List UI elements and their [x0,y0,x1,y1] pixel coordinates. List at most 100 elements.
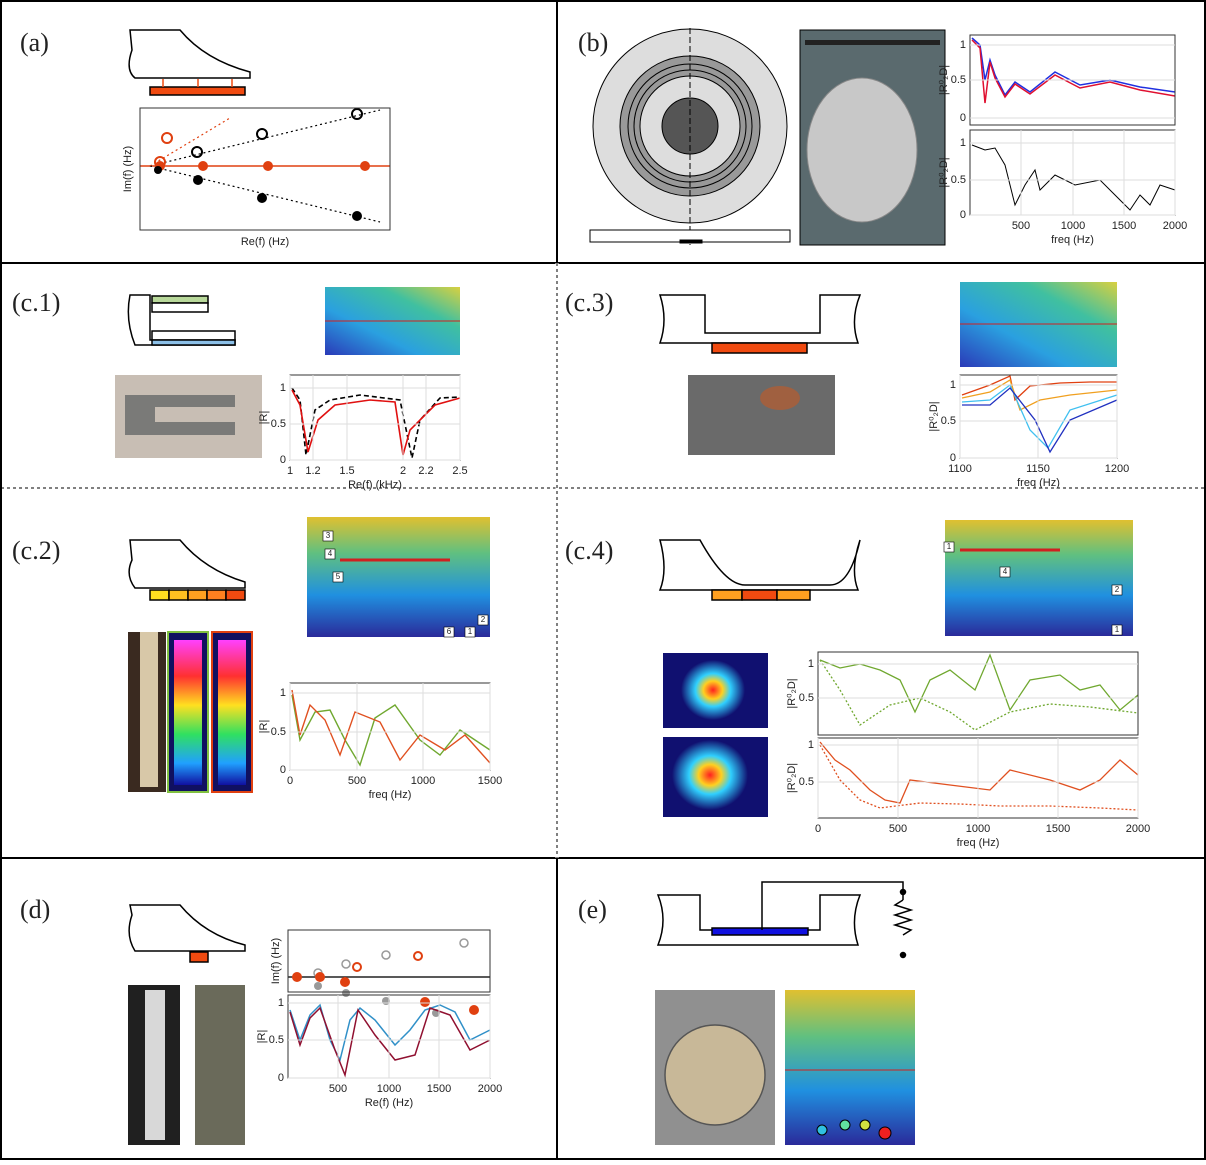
y-tick-label: 0 [960,112,966,124]
panel-label: (b) [578,28,608,57]
y-tick-label: 0 [280,764,286,776]
y-tick-label: 1 [950,379,956,391]
x-tick-label: 500 [1012,220,1030,232]
x-tick-label: 1500 [1046,823,1070,835]
y-tick-label: 0.5 [951,174,966,186]
x-tick-label: 1000 [411,775,435,787]
x-tick-label: 500 [889,823,907,835]
x-axis-label: freq (Hz) [369,789,412,801]
curves-c3 [961,375,1118,454]
plot-frame [817,651,1139,736]
x-axis-label: freq (Hz) [1017,477,1060,489]
y-axis-label: Im(f) (Hz) [270,938,282,984]
x-tick-label: 1000 [1061,220,1085,232]
x-tick-label: 1 [287,465,293,477]
y-axis-label: |R⁰₂D| [786,678,798,708]
y-axis-label: |R⁰₂D| [938,65,950,95]
y-tick-label: 0.5 [799,776,814,788]
curves-d [288,938,491,1078]
x-tick-label: 2000 [478,1083,502,1095]
x-tick-label: 0 [815,823,821,835]
annotation: 1 [1115,625,1120,634]
panel-label: (c.2) [12,536,60,565]
annotation-box [943,541,955,553]
sketch-a [128,29,251,96]
annotation-box [443,626,455,638]
plot-frame [289,682,491,771]
y-tick-label: 0.5 [941,415,956,427]
y-tick-label: 1 [280,382,286,394]
y-axis-label: |R⁰₂D| [786,763,798,793]
annotation-box [999,566,1011,578]
curves-c4 [819,653,1139,811]
sketch-c4 [658,520,1133,817]
x-tick-label: 1000 [966,823,990,835]
y-tick-label: 1 [808,739,814,751]
y-axis-label: |R| [256,1030,268,1044]
annotation: 1 [947,542,952,551]
x-axis-label: Re(f) (Hz) [365,1097,413,1109]
annotation-box [322,530,334,542]
x-tick-label: 1500 [427,1083,451,1095]
sketch-c3 [658,282,1117,455]
annotation: 5 [336,572,341,581]
plot-frame [287,929,491,993]
plot-frame [139,107,391,231]
x-axis-label: Re(f) (kHz) [348,479,402,491]
panel-label: (c.1) [12,288,60,317]
x-axis-label: freq (Hz) [1051,234,1094,246]
x-tick-label: 1.5 [339,465,354,477]
y-tick-label: 0 [950,452,956,464]
panel-label: (e) [578,895,607,924]
x-tick-label: 2 [400,465,406,477]
x-tick-label: 1500 [478,775,502,787]
sketch-e [655,881,915,1145]
panel-label: (c.4) [565,536,613,565]
panel-label: (c.3) [565,288,613,317]
annotation: 6 [447,627,452,636]
annotation-box [324,548,336,560]
annotation-box [464,626,476,638]
y-tick-label: 0.5 [271,418,286,430]
x-tick-label: 1500 [1112,220,1136,232]
x-tick-label: 1200 [1105,463,1129,475]
sketch-c1 [115,287,460,458]
y-tick-label: 0 [278,1072,284,1084]
x-tick-label: 0 [287,775,293,787]
y-axis-label: |R| [258,411,270,425]
y-axis-label: |R⁰₂D| [938,157,950,187]
annotation-box [1111,624,1123,636]
x-axis-label: freq (Hz) [957,837,1000,849]
y-tick-label: 1 [960,137,966,149]
y-axis-label: Im(f) (Hz) [122,146,134,192]
annotation-box [477,614,489,626]
y-tick-label: 0.5 [951,74,966,86]
x-tick-label: 1150 [1026,463,1050,475]
y-axis-label: |R⁰₂D| [928,401,940,431]
curves-c2 [291,689,491,767]
y-tick-label: 1 [280,687,286,699]
annotation: 2 [481,615,486,624]
plot-a-data [140,108,390,223]
annotation: 1 [468,627,473,636]
y-tick-label: 0 [280,454,286,466]
annotation-box [1111,584,1123,596]
x-tick-label: 500 [348,775,366,787]
x-tick-label: 2000 [1126,823,1150,835]
curves-c1 [291,387,461,459]
y-tick-label: 0.5 [271,726,286,738]
annotation: 4 [328,549,333,558]
panel-label: (d) [20,895,50,924]
x-tick-label: 1100 [948,463,972,475]
x-axis-label: Re(f) (Hz) [241,236,289,248]
y-tick-label: 1 [278,997,284,1009]
x-tick-label: 2.5 [452,465,467,477]
y-tick-label: 1 [960,39,966,51]
y-tick-label: 0.5 [799,692,814,704]
y-axis-label: |R| [258,720,270,734]
x-tick-label: 1000 [377,1083,401,1095]
annotation-box [332,571,344,583]
y-tick-label: 1 [808,658,814,670]
